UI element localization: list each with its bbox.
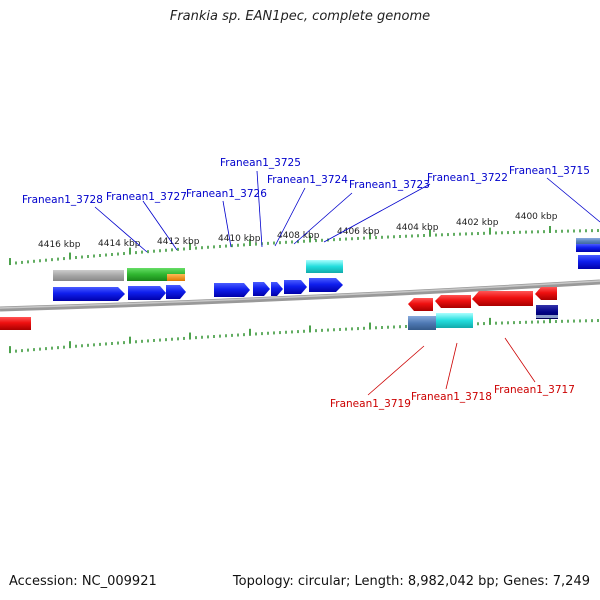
gene-red[interactable] [408,298,433,311]
kbp-label: 4416 kbp [38,240,81,250]
gene-blue[interactable] [578,255,600,269]
gene-label-forward[interactable]: Franean1_3727 [106,191,187,203]
gene-red[interactable] [472,291,533,306]
gene-blue[interactable] [284,280,307,294]
kbp-label: 4404 kbp [396,223,439,233]
gene-label-reverse[interactable]: Franean1_3719 [330,398,411,410]
gene-red[interactable] [435,295,471,308]
gene-blue[interactable] [309,278,343,292]
gene-label-forward[interactable]: Franean1_3726 [186,188,267,200]
gene-red[interactable] [0,317,31,330]
gene-orange[interactable] [167,274,185,281]
gene-cyan[interactable] [436,313,473,328]
kbp-label: 4400 kbp [515,212,558,222]
gene-label-reverse[interactable]: Franean1_3718 [411,391,492,403]
gene-label-forward[interactable]: Franean1_3728 [22,194,103,206]
gene-label-forward[interactable]: Franean1_3715 [509,165,590,177]
gene-gray[interactable] [53,270,124,281]
gene-blue[interactable] [271,282,283,296]
gene-blue[interactable] [214,283,250,297]
gene-label-forward[interactable]: Franean1_3725 [220,157,301,169]
kbp-label: 4408 kbp [277,231,320,241]
kbp-label: 4406 kbp [337,227,380,237]
genome-map: 4416 kbp 4414 kbp 4412 kbp 4410 kbp 4408… [0,0,600,600]
gene-blue[interactable] [53,287,125,301]
gene-red[interactable] [535,287,557,300]
gene-label-forward[interactable]: Franean1_3724 [267,174,348,186]
gene-label-reverse[interactable]: Franean1_3717 [494,384,575,396]
gene-label-forward[interactable]: Franean1_3722 [427,172,508,184]
gene-blue[interactable] [166,285,186,299]
accession-label: Accession: NC_009921 [9,574,157,589]
kbp-scale-bottom [10,316,598,353]
kbp-label: 4402 kbp [456,218,499,228]
gene-blue[interactable] [253,282,270,296]
kbp-labels: 4416 kbp 4414 kbp 4412 kbp 4410 kbp 4408… [38,212,558,250]
genome-summary: Topology: circular; Length: 8,982,042 bp… [233,574,590,589]
kbp-label: 4412 kbp [157,237,200,247]
gene-blue[interactable] [576,244,600,252]
gene-steel[interactable] [408,316,436,330]
gene-blue[interactable] [128,286,166,300]
kbp-label: 4410 kbp [218,234,261,244]
gene-label-forward[interactable]: Franean1_3723 [349,179,430,191]
gene-cyan[interactable] [306,260,343,273]
